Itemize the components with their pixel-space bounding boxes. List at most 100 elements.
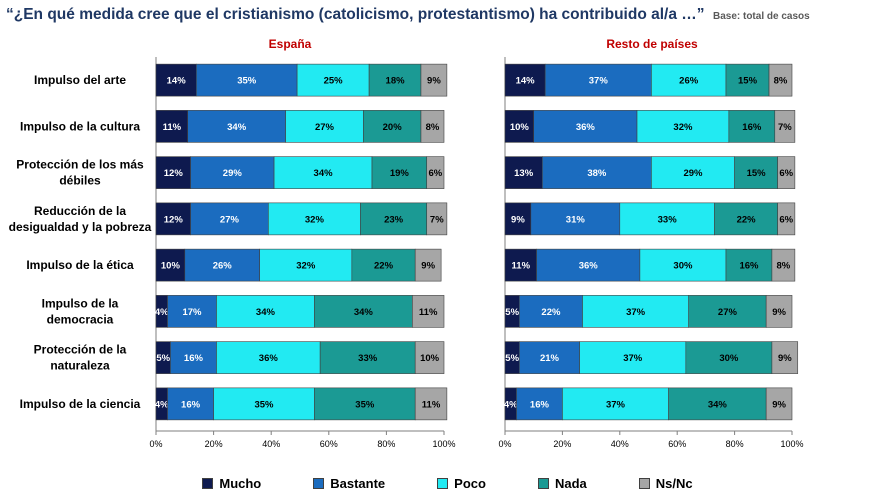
data-label: 30% <box>673 261 693 272</box>
bar-segment-ns-nc <box>412 295 445 328</box>
data-label: 6% <box>428 168 442 179</box>
bar-segment-bastante <box>190 156 275 189</box>
x-tick-label: 20% <box>553 439 571 449</box>
legend-item-poco: Poco <box>437 476 486 491</box>
x-tick-label: 20% <box>205 439 223 449</box>
x-tick-label: 60% <box>668 439 686 449</box>
x-tick-label: 40% <box>262 439 280 449</box>
bar-segment-nada <box>371 156 428 189</box>
data-label: 27% <box>220 214 240 225</box>
data-label: 33% <box>658 214 678 225</box>
category-label: Impulso de la <box>42 296 119 310</box>
category-label: desigualdad y la pobreza <box>9 220 152 234</box>
data-label: 37% <box>623 353 643 364</box>
bar-segment-bastante <box>516 387 563 421</box>
data-label: 7% <box>430 214 444 225</box>
data-label: 32% <box>305 214 325 225</box>
x-tick-label: 100% <box>780 439 803 449</box>
legend-label: Ns/Nc <box>655 476 693 491</box>
bar-segment-ns-nc <box>771 341 799 374</box>
bar-segment-nada <box>314 387 416 421</box>
bar-segment-bastante <box>196 63 298 97</box>
data-label: 16% <box>530 399 550 410</box>
bar-segment-bastante <box>530 202 621 236</box>
legend-swatch <box>537 478 549 489</box>
bar-segment-ns-nc <box>777 156 796 189</box>
data-label: 4% <box>504 399 518 410</box>
bar-segment-nada <box>734 156 778 189</box>
data-label: 27% <box>718 307 738 318</box>
x-tick-label: 100% <box>432 439 455 449</box>
data-label: 19% <box>390 168 410 179</box>
data-label: 9% <box>778 353 792 364</box>
data-label: 9% <box>421 261 435 272</box>
data-label: 9% <box>772 307 786 318</box>
data-label: 37% <box>626 307 646 318</box>
legend-item-bastante: Bastante <box>313 476 385 491</box>
data-label: 25% <box>324 76 344 87</box>
data-label: 34% <box>708 399 728 410</box>
bar-segment-mucho <box>504 110 535 143</box>
data-label: 26% <box>213 261 233 272</box>
data-label: 34% <box>314 168 334 179</box>
data-label: 35% <box>237 76 257 87</box>
bar-segment-ns-nc <box>426 156 445 189</box>
data-label: 22% <box>374 261 394 272</box>
data-label: 8% <box>426 122 440 133</box>
legend-item-mucho: Mucho <box>202 476 261 491</box>
data-label: 31% <box>566 214 586 225</box>
bar-segment-nada <box>725 248 773 282</box>
data-label: 34% <box>354 307 374 318</box>
category-label: Impulso de la ética <box>26 258 134 272</box>
data-label: 22% <box>737 214 757 225</box>
bar-segment-nada <box>368 63 422 97</box>
bar-segment-mucho <box>155 248 186 282</box>
bar-segment-bastante <box>170 341 217 374</box>
data-label: 36% <box>579 261 599 272</box>
category-label: Reducción de la <box>34 204 126 218</box>
bar-segment-nada <box>314 295 413 328</box>
data-label: 4% <box>155 399 169 410</box>
data-label: 9% <box>427 76 441 87</box>
data-label: 20% <box>383 122 403 133</box>
data-label: 26% <box>679 76 699 87</box>
bar-segment-ns-nc <box>414 387 448 421</box>
data-label: 10% <box>420 353 440 364</box>
chart-title: “¿En qué medida cree que el cristianismo… <box>6 6 891 24</box>
data-label: 6% <box>779 168 793 179</box>
category-label: Impulso de la ciencia <box>20 397 141 411</box>
data-label: 7% <box>778 122 792 133</box>
data-label: 10% <box>510 122 530 133</box>
bar-segment-poco <box>562 387 669 421</box>
x-tick-label: 0% <box>498 439 511 449</box>
bar-segment-nada <box>714 202 778 236</box>
bar-segment-ns-nc <box>414 341 445 374</box>
data-label: 32% <box>296 261 316 272</box>
bar-segment-poco <box>639 248 727 282</box>
panel-espana: España 0% 20% 40% 60% 80% 100% 14% 35% 25% 18% 9% 11… <box>9 37 456 449</box>
bar-segment-nada <box>360 202 428 236</box>
data-label: 5% <box>156 353 170 364</box>
data-label: 4% <box>155 307 169 318</box>
data-label: 18% <box>386 76 406 87</box>
data-label: 15% <box>738 76 758 87</box>
bar-segment-bastante <box>519 341 580 374</box>
legend-swatch <box>638 478 650 489</box>
bar-segment-poco <box>259 248 353 282</box>
data-label: 22% <box>541 307 561 318</box>
category-label: Protección de los más <box>16 158 144 172</box>
panel-resto: Resto de países 0% 20% 40% 60% 80% 100% 14% 37% 2… <box>498 37 803 449</box>
data-label: 37% <box>606 399 626 410</box>
bar-segment-bastante <box>542 156 652 189</box>
category-label: Protección de la <box>34 343 127 357</box>
data-label: 8% <box>777 261 791 272</box>
data-label: 27% <box>315 122 335 133</box>
data-label: 12% <box>164 168 184 179</box>
x-tick-label: 80% <box>726 439 744 449</box>
data-label: 16% <box>739 261 759 272</box>
legend-item-ns-nc: Ns/Nc <box>638 476 693 491</box>
bar-segment-bastante <box>533 110 638 143</box>
bar-segment-ns-nc <box>768 63 793 97</box>
data-label: 36% <box>259 353 279 364</box>
data-label: 21% <box>540 353 560 364</box>
